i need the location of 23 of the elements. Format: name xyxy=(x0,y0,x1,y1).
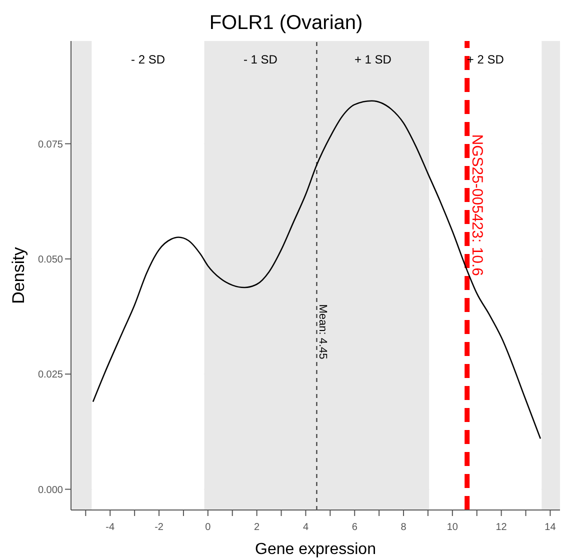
x-tick-label: 8 xyxy=(400,522,407,533)
x-tick-label: 10 xyxy=(446,522,458,533)
band-label: - 2 SD xyxy=(131,52,166,67)
y-tick-label: 0.075 xyxy=(38,139,64,150)
x-tick-label: 6 xyxy=(352,522,358,533)
y-axis-title: Density xyxy=(9,246,28,304)
x-tick-label: 12 xyxy=(496,522,508,533)
x-tick-label: -2 xyxy=(154,522,164,533)
chart-title: FOLR1 (Ovarian) xyxy=(208,11,364,36)
ref-line-label: Mean: 4.45 xyxy=(316,304,329,360)
x-tick-label: 0 xyxy=(205,522,212,533)
band-label: + 1 SD xyxy=(354,52,392,67)
y-tick-label: 0.025 xyxy=(38,370,64,381)
ref-line-label: NGS25-005423: 10.6 xyxy=(468,134,486,276)
x-tick-label: 14 xyxy=(544,522,556,533)
x-tick-label: -4 xyxy=(106,522,115,533)
y-tick-label: 0.000 xyxy=(38,484,64,496)
y-tick-label: 0.050 xyxy=(38,254,64,266)
x-tick-label: 2 xyxy=(254,522,260,533)
line-series xyxy=(92,100,542,440)
x-axis-title: Gene expression xyxy=(255,541,376,558)
x-tick-label: 4 xyxy=(302,522,309,533)
band-label: - 1 SD xyxy=(243,52,278,67)
